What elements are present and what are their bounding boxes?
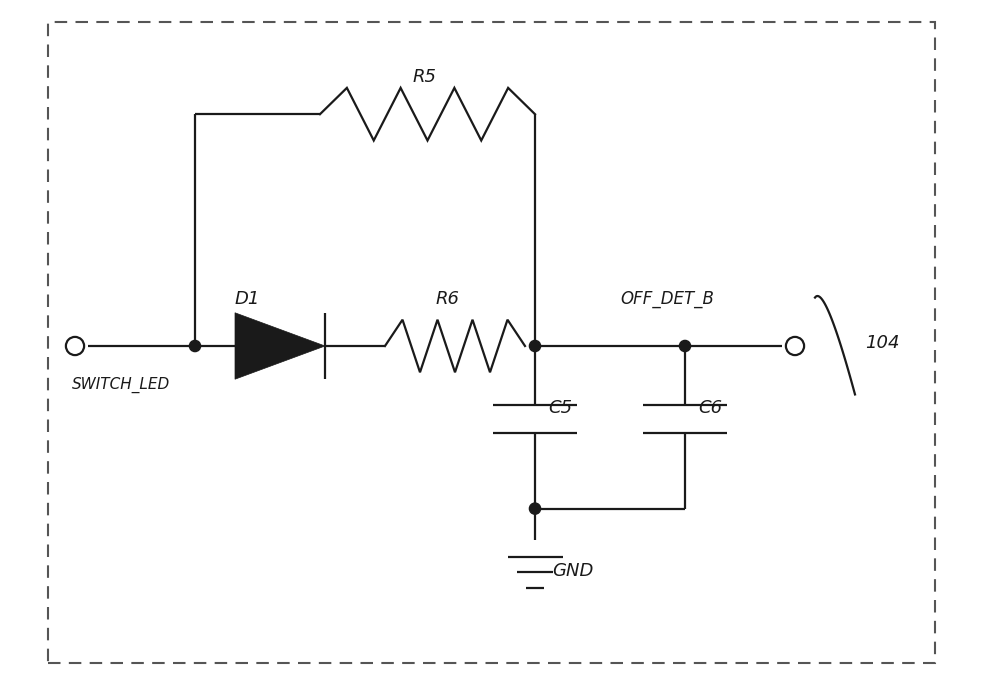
Text: D1: D1 — [235, 290, 260, 308]
Circle shape — [529, 340, 541, 352]
Polygon shape — [235, 313, 325, 379]
Text: GND: GND — [552, 562, 593, 580]
Text: R5: R5 — [413, 69, 437, 86]
Circle shape — [66, 337, 84, 355]
Bar — [48, 22, 935, 663]
Text: R6: R6 — [436, 290, 460, 308]
Text: OFF_DET_B: OFF_DET_B — [620, 290, 714, 308]
Text: C5: C5 — [548, 399, 572, 417]
Text: 104: 104 — [865, 334, 900, 352]
Circle shape — [529, 503, 541, 514]
Text: C6: C6 — [698, 399, 722, 417]
Circle shape — [786, 337, 804, 355]
Circle shape — [189, 340, 201, 352]
Text: SWITCH_LED: SWITCH_LED — [72, 377, 170, 393]
Circle shape — [679, 340, 691, 352]
